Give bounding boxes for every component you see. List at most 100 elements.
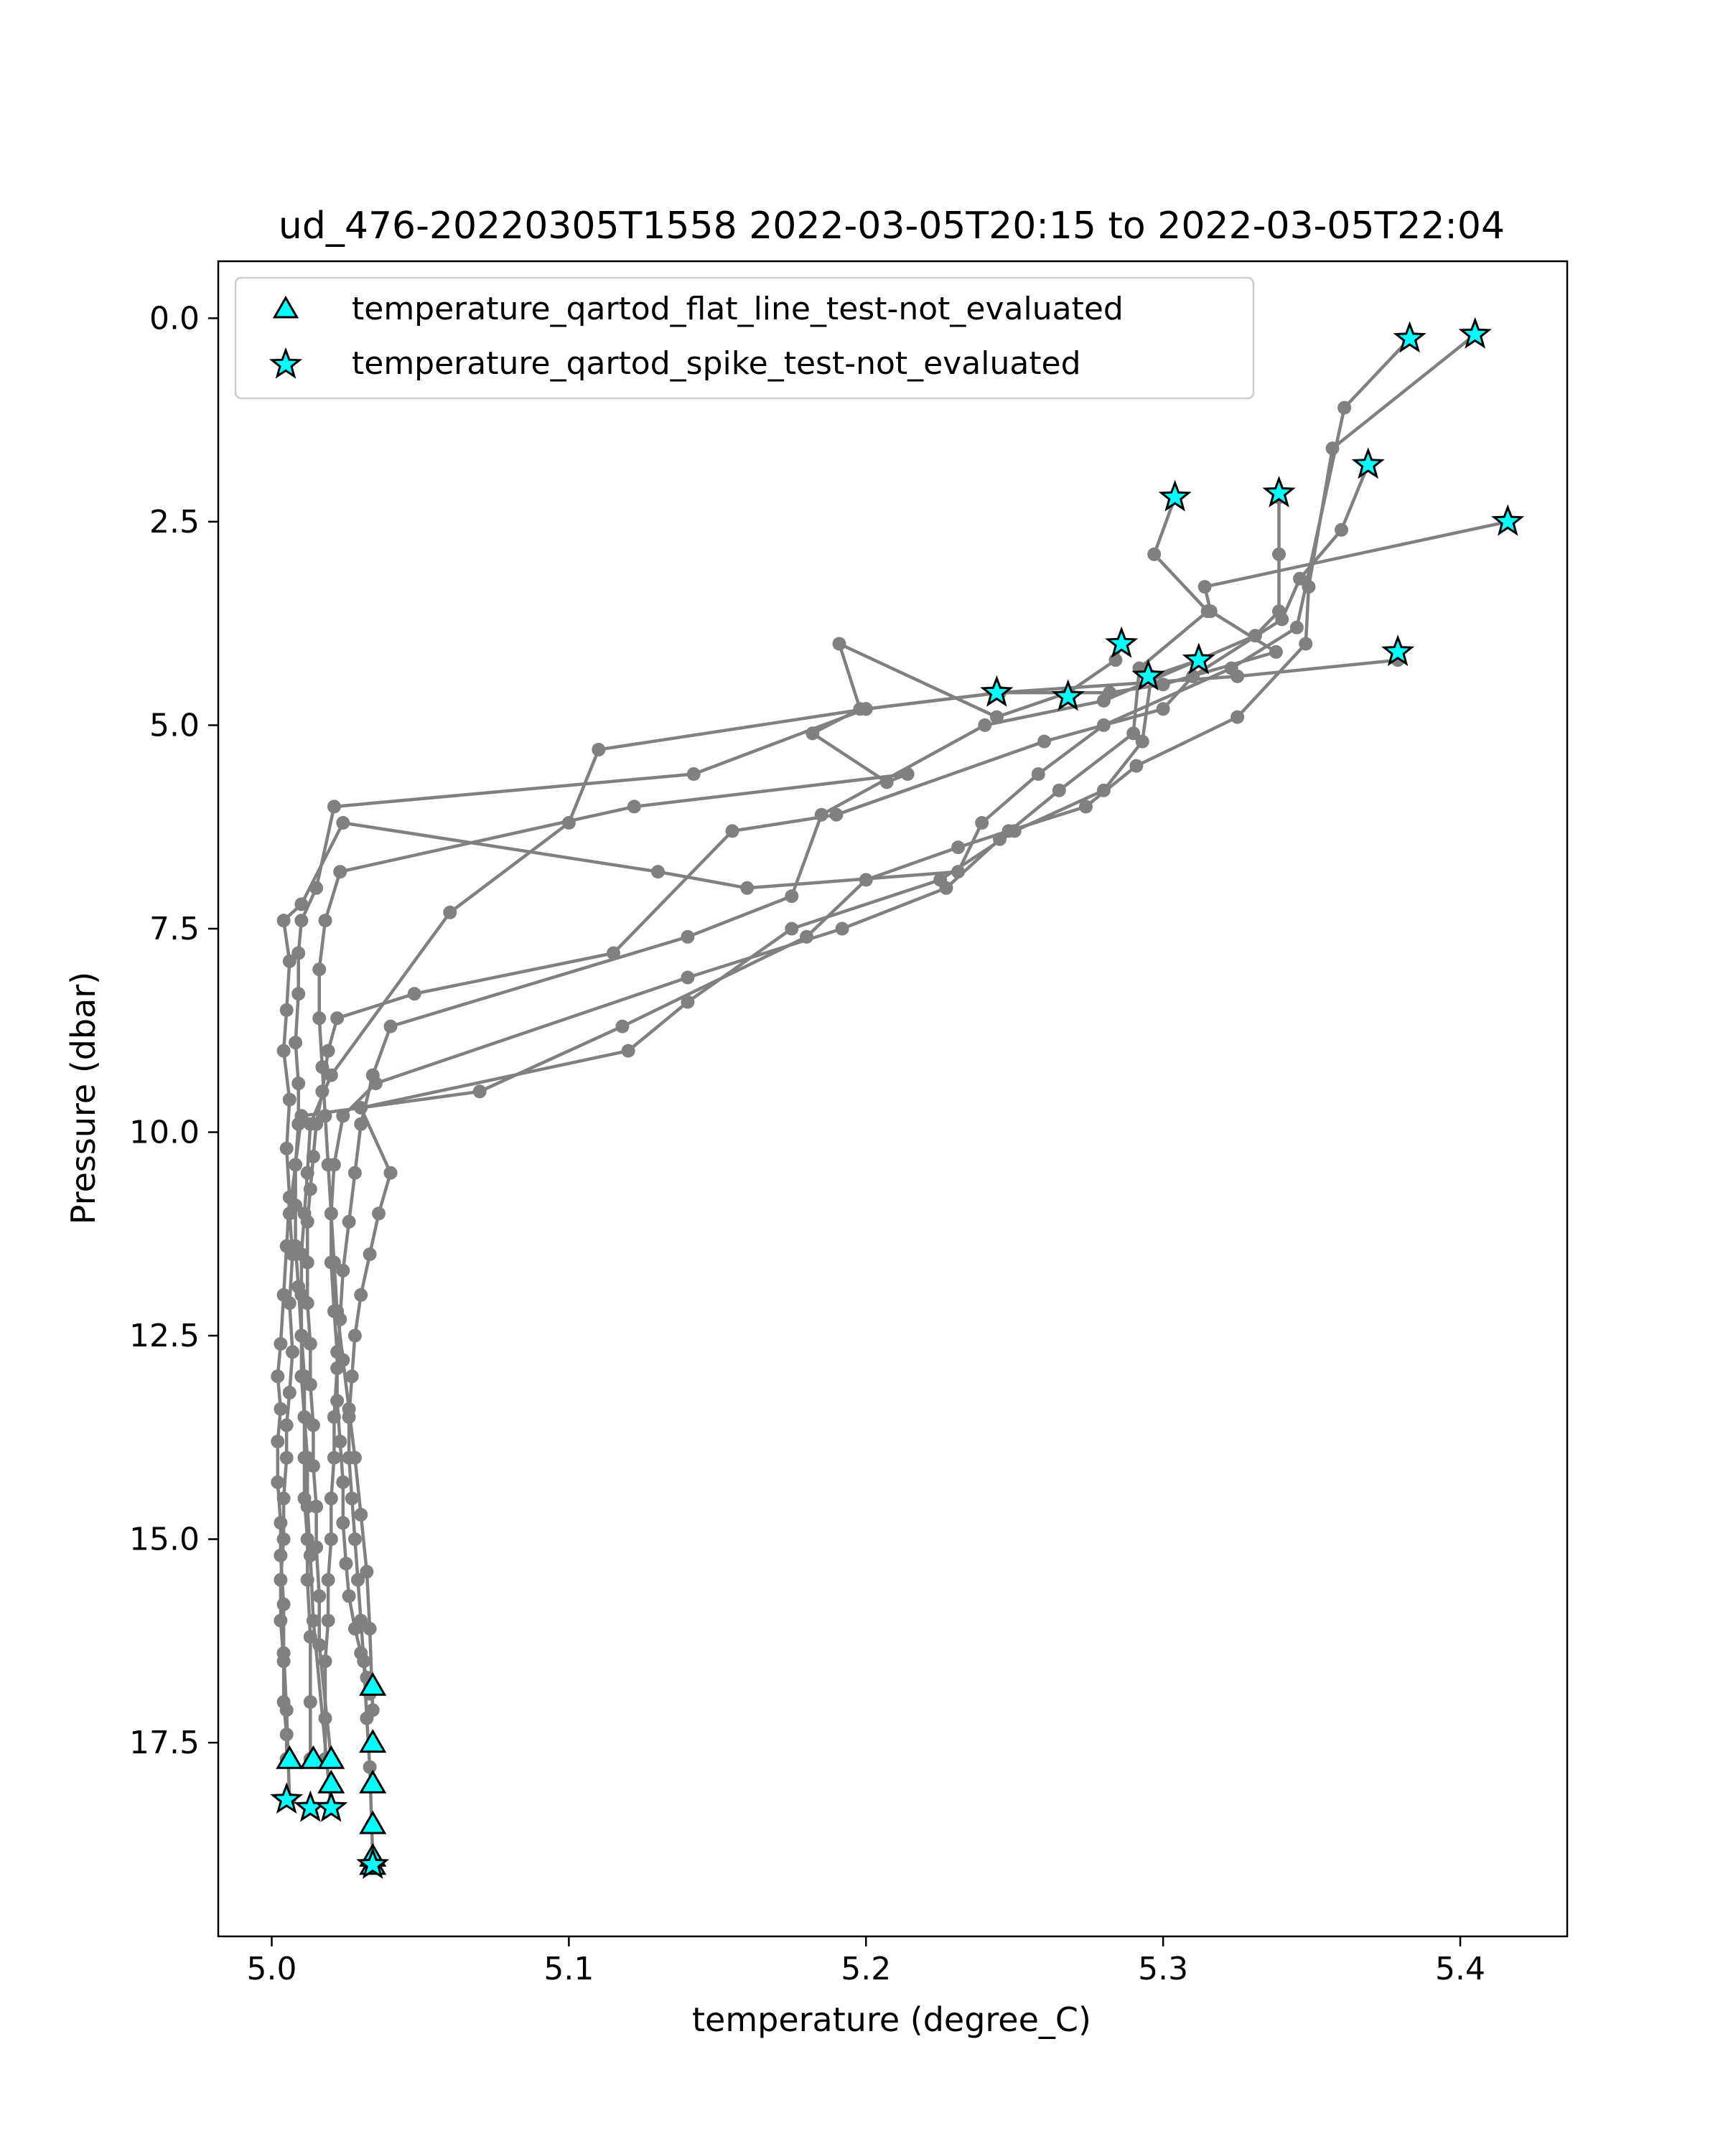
flat-line-marker	[359, 1810, 387, 1834]
data-point	[327, 1450, 341, 1465]
spike-marker	[1105, 626, 1139, 658]
data-point	[300, 1573, 314, 1587]
legend-label-flat-line: temperature_qartod_flat_line_test-not_ev…	[352, 291, 1124, 327]
legend: temperature_qartod_flat_line_test-not_ev…	[234, 276, 1255, 400]
data-point	[336, 1516, 350, 1530]
data-point	[1126, 726, 1141, 741]
spike-marker	[1182, 642, 1215, 675]
data-point	[1052, 783, 1066, 797]
spike-marker	[1491, 504, 1525, 536]
data-point	[297, 1410, 312, 1424]
data-point	[312, 1011, 327, 1026]
data-point	[1231, 669, 1245, 683]
data-point	[336, 1353, 350, 1367]
data-point	[615, 1019, 630, 1034]
data-point	[1272, 547, 1286, 561]
data-point	[294, 897, 309, 911]
data-point	[324, 1532, 338, 1547]
data-point	[785, 889, 799, 904]
data-point	[291, 1117, 306, 1131]
data-point	[279, 1418, 294, 1433]
data-point	[681, 995, 695, 1009]
data-point	[1337, 400, 1352, 415]
data-point	[354, 1101, 368, 1115]
data-point	[333, 865, 347, 879]
data-point	[951, 840, 966, 855]
legend-triangle-marker	[272, 295, 299, 319]
data-point	[1031, 767, 1045, 781]
data-point	[561, 816, 576, 830]
data-point	[274, 1516, 288, 1530]
flat-line-marker	[359, 1769, 387, 1794]
data-point	[859, 702, 873, 716]
data-point	[1197, 580, 1212, 594]
data-point	[312, 962, 327, 977]
x-tick-label: 5.3	[1138, 1951, 1188, 1987]
spike-marker	[1131, 659, 1165, 691]
data-point	[1200, 604, 1215, 619]
data-point	[978, 718, 992, 732]
legend-label-spike: temperature_qartod_spike_test-not_evalua…	[352, 345, 1081, 382]
data-point	[282, 1092, 296, 1107]
data-point	[274, 1336, 288, 1351]
series-line-profile-2	[279, 333, 1477, 1759]
data-point	[975, 816, 989, 830]
data-point	[294, 1369, 309, 1384]
data-point	[282, 954, 296, 968]
y-tick-label: 7.5	[149, 911, 200, 947]
data-point	[271, 1435, 285, 1448]
data-point	[829, 807, 844, 822]
data-point	[1289, 620, 1304, 634]
x-tick-label: 5.2	[841, 1951, 891, 1987]
data-point	[832, 637, 846, 651]
data-point	[740, 881, 755, 895]
data-point	[1108, 653, 1123, 667]
flat-line-marker	[359, 1729, 387, 1753]
data-point	[279, 1003, 294, 1017]
data-point	[289, 1158, 303, 1172]
data-point	[327, 1255, 341, 1270]
data-point	[363, 1760, 377, 1774]
data-point	[627, 800, 641, 814]
data-point	[443, 905, 457, 919]
series-line-profile-5	[323, 497, 1281, 1759]
flat-line-marker	[299, 1745, 327, 1769]
data-point	[363, 1621, 377, 1636]
data-point	[279, 1141, 294, 1156]
data-point	[282, 1296, 296, 1311]
y-tick-label: 5.0	[149, 707, 200, 744]
y-tick-label: 2.5	[149, 504, 200, 540]
flat-line-marker	[359, 1672, 387, 1696]
data-point	[859, 873, 873, 887]
data-point	[360, 1565, 374, 1579]
data-point	[806, 726, 820, 741]
data-point	[336, 1263, 350, 1278]
qc-marker-layer	[270, 317, 1525, 1879]
data-point	[291, 1077, 306, 1090]
data-point	[294, 1247, 309, 1262]
spike-marker	[1393, 321, 1427, 353]
data-point	[276, 1597, 291, 1611]
data-point	[276, 1654, 291, 1669]
data-point	[651, 865, 665, 879]
legend-triangle-shape	[272, 295, 299, 319]
data-point	[835, 922, 849, 936]
series-line-profile-9	[299, 658, 1399, 1759]
data-point	[407, 987, 421, 1001]
data-point	[321, 1573, 335, 1587]
data-point	[324, 1068, 338, 1082]
spike-marker	[980, 675, 1014, 707]
data-point	[879, 775, 894, 789]
data-point	[318, 1711, 332, 1725]
spike-marker	[1458, 317, 1492, 349]
spike-marker	[1262, 475, 1296, 507]
data-point	[330, 1304, 345, 1318]
data-point	[1302, 580, 1316, 594]
data-point	[1335, 522, 1348, 537]
data-point	[297, 1491, 312, 1506]
data-point	[279, 1450, 294, 1465]
data-point	[333, 1435, 347, 1448]
y-tick-label: 12.5	[129, 1318, 200, 1354]
data-point	[1156, 702, 1170, 716]
data-point	[327, 800, 341, 814]
